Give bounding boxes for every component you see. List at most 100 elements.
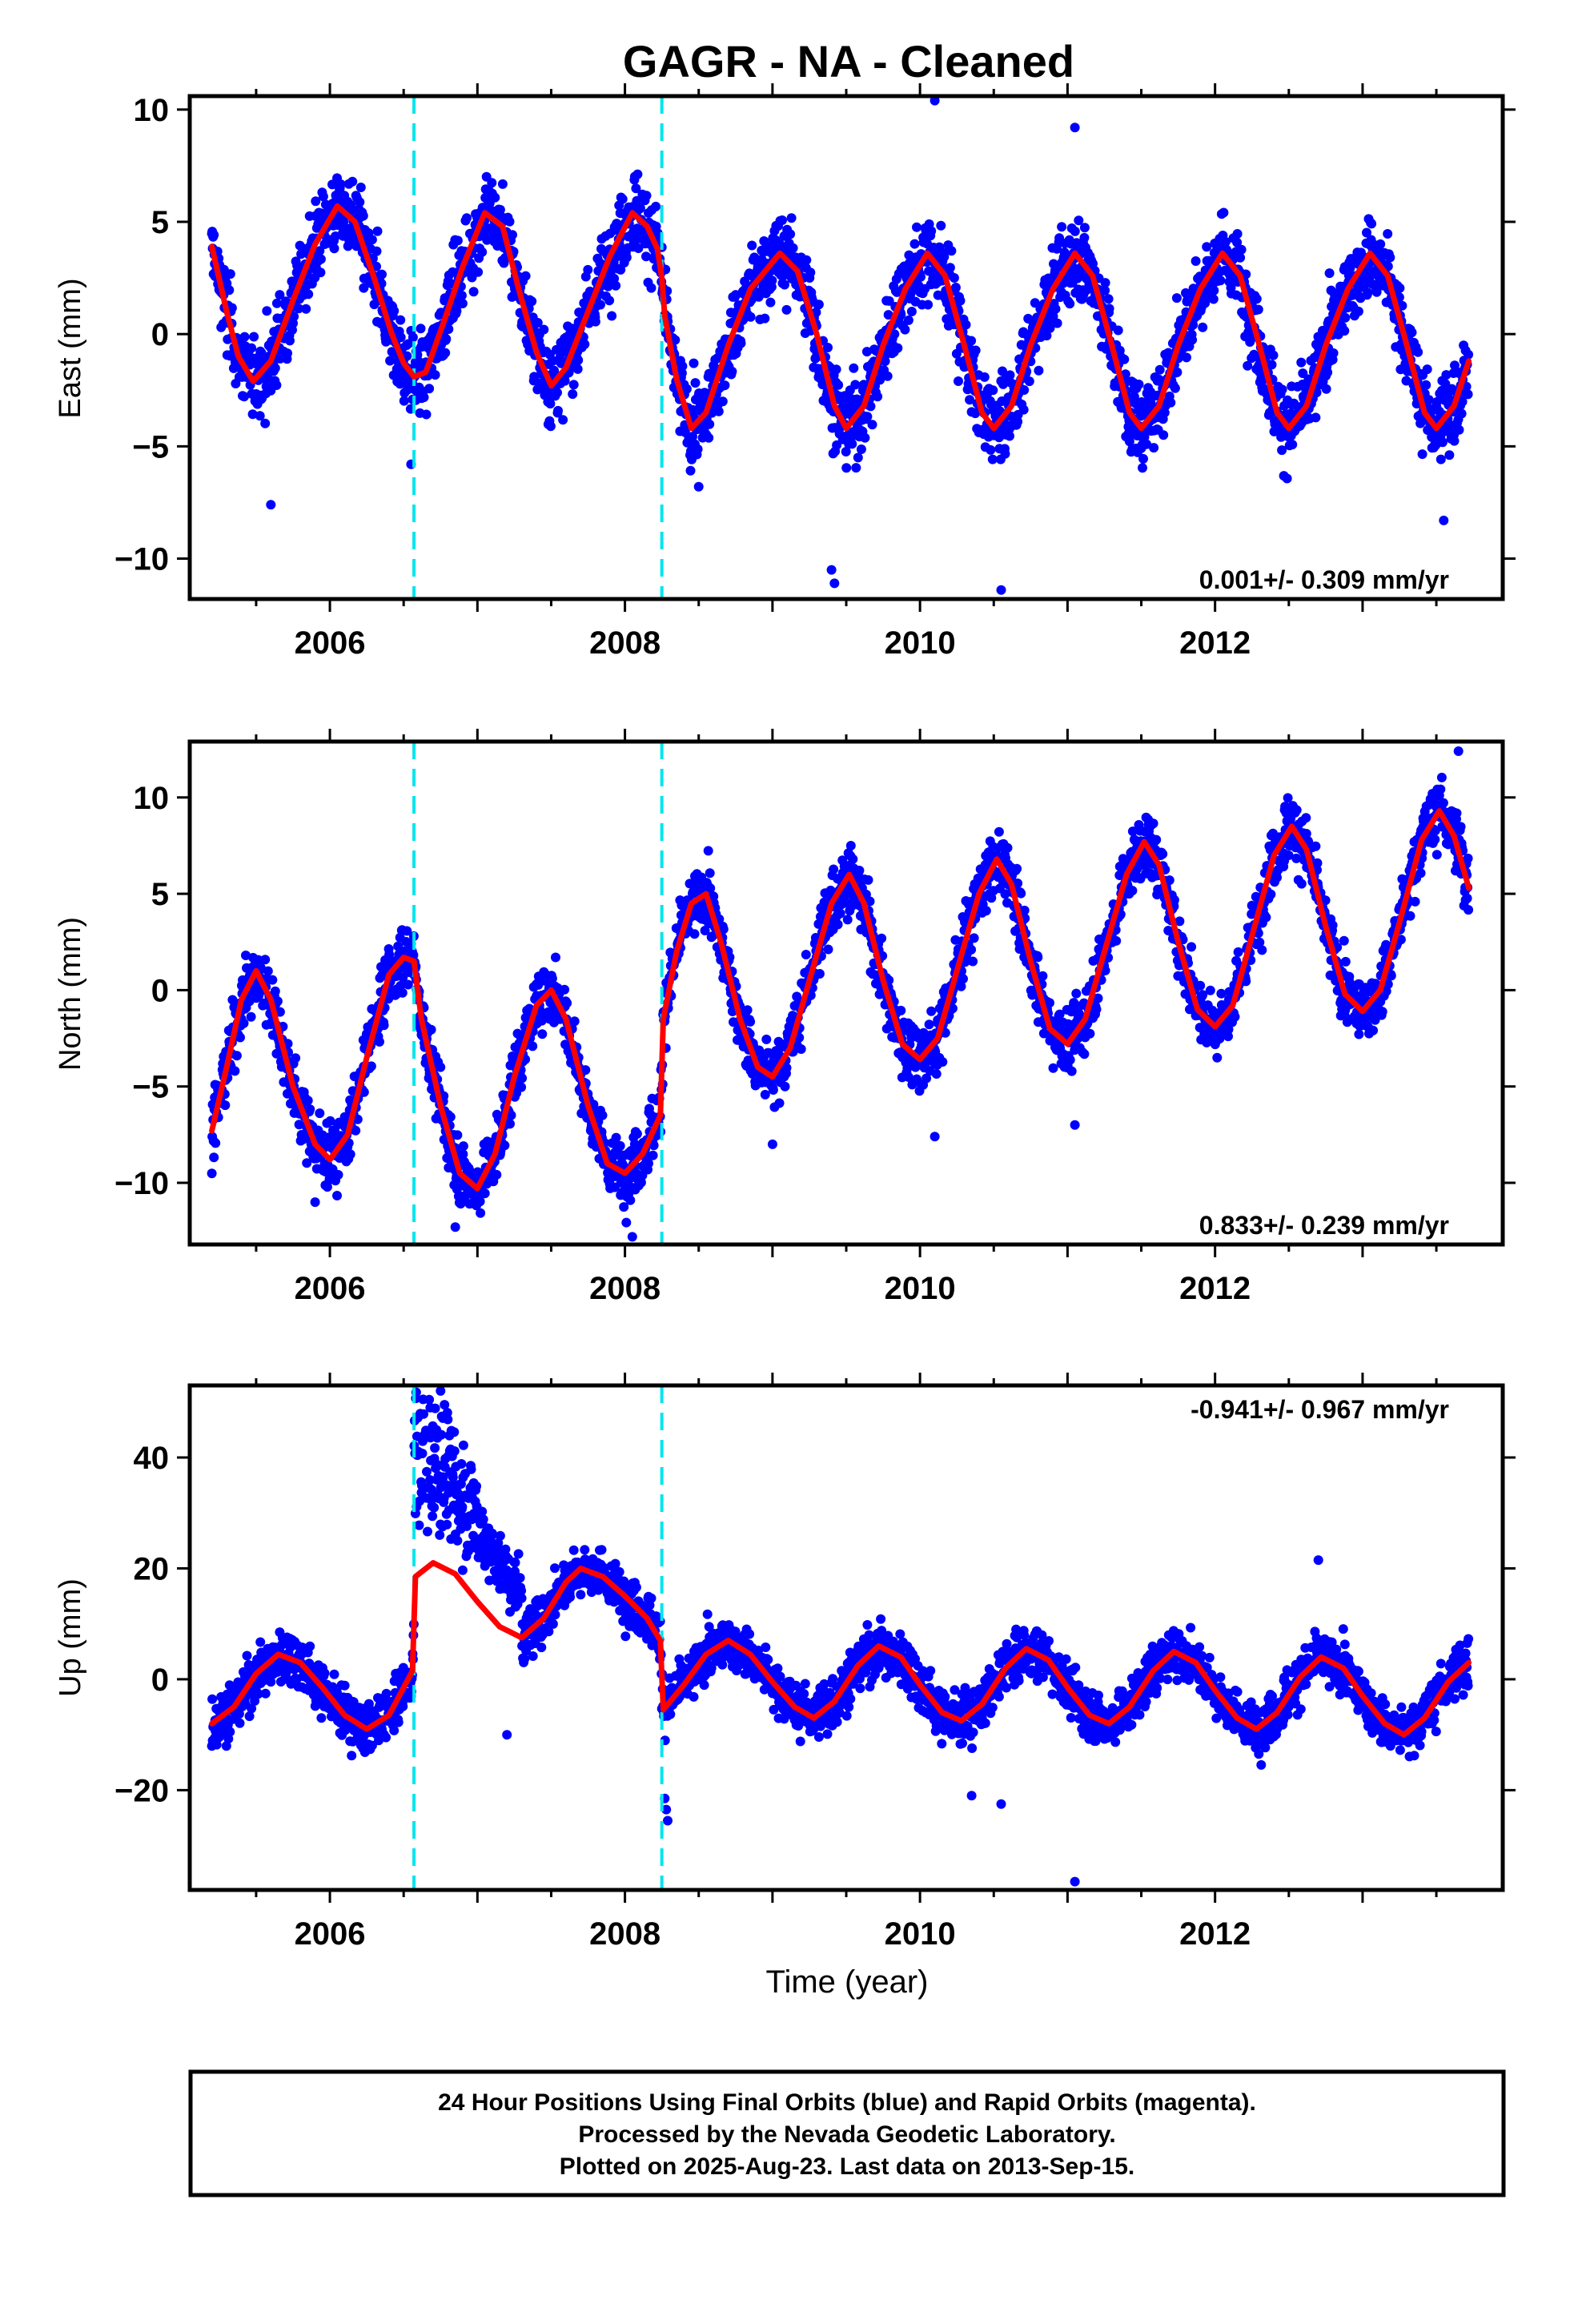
east-data-point (527, 296, 536, 306)
east-ylabel: East (mm) (54, 278, 87, 418)
north-data-point (1049, 1063, 1058, 1073)
north-data-point (427, 1025, 436, 1035)
east-outlier-point (827, 565, 837, 575)
north-data-point (271, 987, 280, 996)
north-data-point (1038, 971, 1047, 981)
north-data-point (769, 1085, 778, 1095)
east-xtick-label: 2008 (589, 625, 661, 661)
north-data-point (209, 1152, 219, 1162)
east-xtick-label: 2006 (295, 625, 366, 661)
east-data-point (777, 215, 787, 225)
east-ytick-label: −10 (114, 542, 169, 577)
north-data-point (1033, 952, 1042, 962)
east-data-point (1034, 366, 1043, 376)
east-data-point (330, 243, 339, 253)
north-data-point (932, 1069, 942, 1079)
east-outlier-point (1070, 123, 1080, 132)
east-data-point (1219, 208, 1228, 218)
north-data-point (516, 1083, 526, 1092)
north-data-point (560, 985, 569, 995)
east-data-point (789, 243, 798, 253)
east-data-point (1267, 360, 1277, 369)
east-data-point (1237, 245, 1247, 255)
east-data-point (272, 299, 282, 308)
north-data-point (1016, 889, 1026, 899)
north-data-point (616, 1141, 625, 1151)
east-data-point (1423, 364, 1432, 374)
north-data-point (797, 1044, 806, 1054)
north-data-point (926, 1007, 936, 1016)
north-data-point (761, 1090, 770, 1100)
north-data-point (239, 1019, 249, 1028)
east-data-point (727, 367, 737, 376)
east-xtick-label: 2012 (1179, 625, 1251, 661)
north-data-point (207, 1168, 217, 1178)
east-data-point (971, 346, 981, 356)
east-data-point (622, 253, 632, 263)
east-data-point (359, 211, 368, 221)
east-data-point (431, 370, 440, 380)
east-data-point (440, 348, 450, 358)
east-xtick-label: 2010 (885, 625, 956, 661)
east-data-point (851, 463, 861, 472)
east-data-point (1182, 352, 1191, 362)
east-data-point (285, 336, 295, 345)
east-data-point (1105, 304, 1114, 313)
east-data-point (1065, 299, 1074, 308)
east-ytick-label: 0 (151, 317, 169, 352)
east-data-point (1340, 313, 1350, 323)
north-data-point (836, 909, 845, 919)
east-ytick-label: 10 (134, 93, 170, 128)
east-data-point (377, 270, 387, 279)
east-data-point (1421, 380, 1431, 390)
east-data-point (912, 223, 921, 232)
east-data-point (860, 433, 869, 443)
east-data-point (1407, 328, 1417, 337)
east-data-point (373, 227, 383, 236)
east-data-point (833, 380, 843, 390)
north-data-point (612, 1133, 621, 1143)
north-data-point (398, 988, 408, 998)
north-data-point (625, 1196, 635, 1205)
east-data-point (705, 420, 714, 429)
east-data-point (853, 452, 863, 462)
east-data-point (1438, 437, 1447, 447)
east-data-point (1209, 295, 1219, 304)
east-data-point (910, 239, 920, 249)
north-data-point (528, 1041, 537, 1051)
east-data-point (1025, 376, 1034, 386)
east-outlier-point (1439, 516, 1448, 525)
time-series-figure: GAGR - NA - Cleaned 1050−5−102006 2008 201… (0, 0, 1582, 2324)
east-data-point (453, 235, 463, 245)
east-data-point (946, 246, 956, 255)
east-data-point (508, 230, 517, 239)
east-data-point (424, 384, 434, 393)
east-data-point (747, 241, 757, 251)
east-data-point (389, 306, 399, 316)
east-data-point (367, 235, 377, 244)
north-data-point (896, 1006, 905, 1015)
north-data-point (505, 1119, 515, 1128)
east-data-point (262, 306, 271, 316)
north-data-point (570, 1016, 580, 1026)
east-data-point (720, 380, 729, 390)
east-data-point (1457, 409, 1467, 419)
east-data-point (893, 344, 902, 353)
east-data-point (951, 283, 961, 292)
east-data-point (801, 255, 811, 265)
north-data-point (877, 934, 886, 943)
east-data-point (1363, 288, 1373, 298)
east-outlier-point (997, 585, 1006, 595)
north-data-point (864, 875, 873, 885)
east-data-point (946, 263, 955, 272)
east-data-point (469, 287, 479, 296)
north-data-point (332, 1191, 342, 1200)
north-data-point (815, 969, 825, 979)
east-data-point (1070, 227, 1080, 236)
east-data-point (247, 344, 256, 353)
east-data-point (240, 332, 250, 342)
north-data-point (476, 1208, 485, 1218)
east-data-point (1104, 294, 1114, 304)
east-data-point (1134, 380, 1144, 389)
